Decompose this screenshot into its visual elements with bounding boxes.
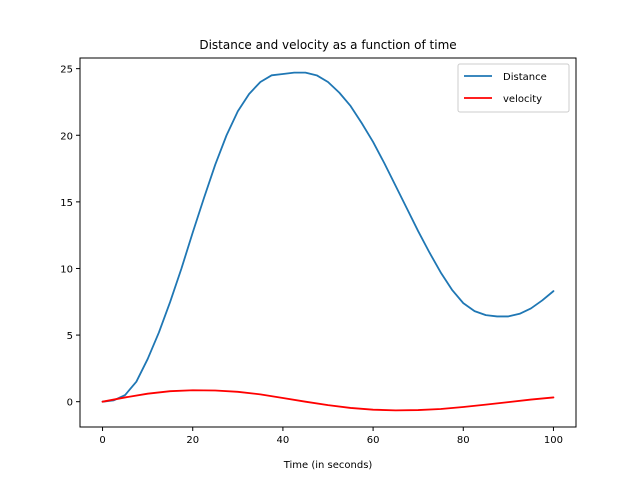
y-tick-label: 25 [60, 65, 73, 76]
x-tick-label: 100 [544, 435, 563, 446]
series-line-velocity [101, 389, 555, 412]
series-layer [101, 71, 555, 412]
x-axis-ticks: 0 20 40 60 80 100 [99, 427, 563, 446]
x-tick-label: 60 [367, 435, 380, 446]
y-tick-label: 15 [60, 198, 73, 209]
legend-label-velocity: velocity [503, 94, 542, 105]
legend-label-distance: Distance [503, 72, 547, 83]
x-tick-label: 40 [277, 435, 290, 446]
legend: Distance velocity [457, 63, 570, 113]
x-tick-label: 0 [99, 435, 105, 446]
x-axis-label: Time (in seconds) [283, 460, 373, 471]
series-line-distance [101, 71, 555, 403]
plot-area: 0 20 40 60 80 100 0 5 10 15 20 25 [60, 57, 577, 446]
x-tick-label: 80 [457, 435, 470, 446]
x-tick-label: 20 [186, 435, 199, 446]
y-tick-label: 5 [67, 331, 73, 342]
chart-title: Distance and velocity as a function of t… [199, 38, 456, 52]
y-tick-label: 10 [60, 264, 73, 275]
y-axis-ticks: 0 5 10 15 20 25 [60, 65, 80, 409]
y-tick-label: 20 [60, 131, 73, 142]
axes-frame [79, 57, 577, 428]
y-tick-label: 0 [67, 398, 73, 409]
